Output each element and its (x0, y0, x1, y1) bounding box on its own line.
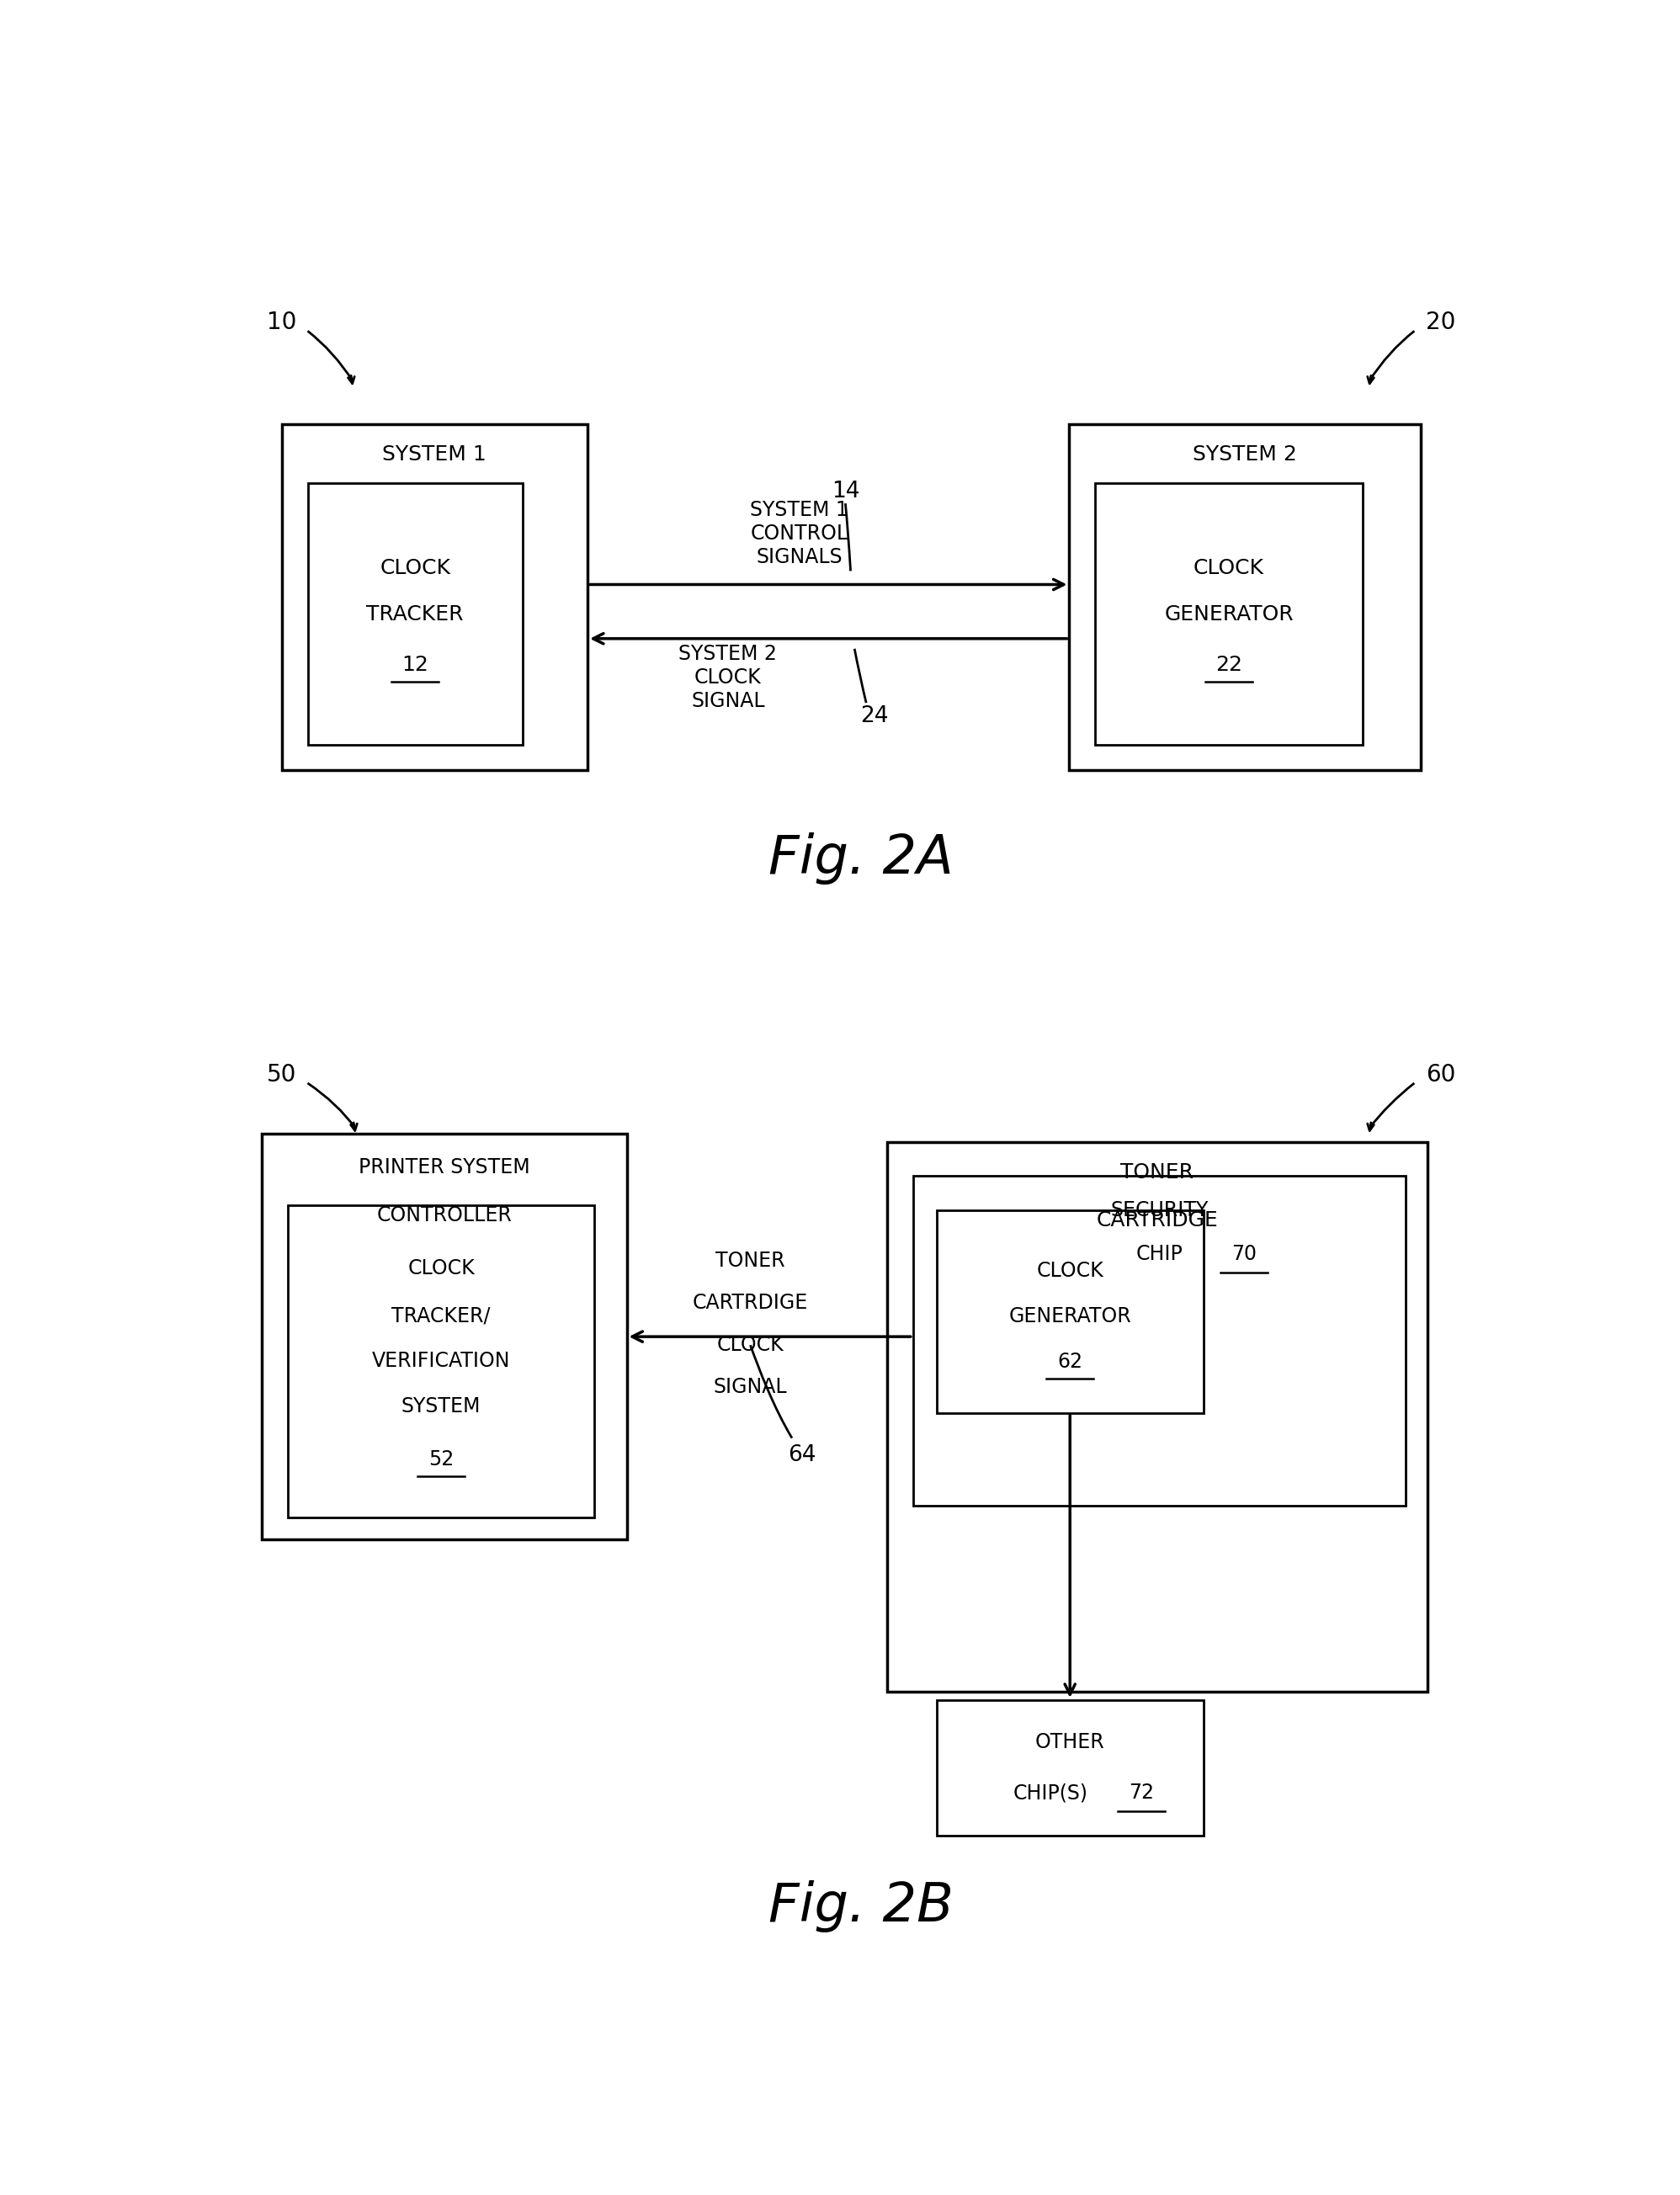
Text: GENERATOR: GENERATOR (1164, 604, 1294, 623)
Text: OTHER: OTHER (1035, 1732, 1105, 1752)
Text: CLOCK: CLOCK (1193, 558, 1263, 579)
Text: CLOCK: CLOCK (717, 1335, 785, 1354)
Text: CARTRIDGE: CARTRIDGE (1097, 1209, 1218, 1229)
FancyBboxPatch shape (282, 424, 588, 770)
Text: CHIP: CHIP (1136, 1245, 1183, 1264)
Text: SYSTEM: SYSTEM (402, 1396, 480, 1418)
Text: 70: 70 (1231, 1245, 1257, 1264)
Text: Fig. 2A: Fig. 2A (768, 832, 954, 885)
Text: 62: 62 (1057, 1352, 1082, 1372)
Text: 50: 50 (267, 1062, 296, 1087)
FancyBboxPatch shape (1070, 424, 1421, 770)
FancyBboxPatch shape (1095, 483, 1362, 744)
Text: SYSTEM 2
CLOCK
SIGNAL: SYSTEM 2 CLOCK SIGNAL (679, 643, 778, 711)
Text: 10: 10 (267, 312, 296, 334)
Text: 52: 52 (428, 1449, 454, 1468)
Text: SIGNAL: SIGNAL (714, 1376, 788, 1398)
Text: PRINTER SYSTEM: PRINTER SYSTEM (358, 1157, 531, 1179)
Text: SYSTEM 1
CONTROL
SIGNALS: SYSTEM 1 CONTROL SIGNALS (751, 500, 848, 566)
Text: 14: 14 (832, 481, 860, 503)
Text: TONER: TONER (716, 1251, 785, 1271)
FancyBboxPatch shape (936, 1209, 1203, 1414)
Text: 72: 72 (1129, 1782, 1154, 1802)
Text: VERIFICATION: VERIFICATION (371, 1352, 511, 1372)
Text: TRACKER/: TRACKER/ (391, 1306, 491, 1326)
Text: 20: 20 (1426, 312, 1455, 334)
Text: CARTRDIGE: CARTRDIGE (692, 1293, 808, 1313)
FancyBboxPatch shape (914, 1177, 1404, 1506)
Text: TONER: TONER (1121, 1163, 1194, 1183)
FancyBboxPatch shape (262, 1135, 627, 1539)
Text: 60: 60 (1426, 1062, 1455, 1087)
Text: CLOCK: CLOCK (1037, 1260, 1104, 1282)
Text: 22: 22 (1215, 654, 1242, 674)
Text: 12: 12 (402, 654, 428, 674)
FancyBboxPatch shape (887, 1141, 1428, 1692)
Text: GENERATOR: GENERATOR (1008, 1306, 1131, 1326)
Text: 64: 64 (788, 1444, 816, 1466)
Text: CLOCK: CLOCK (408, 1258, 475, 1277)
Text: 24: 24 (860, 705, 889, 727)
Text: CLOCK: CLOCK (380, 558, 450, 579)
Text: CHIP(S): CHIP(S) (1013, 1782, 1089, 1802)
FancyBboxPatch shape (307, 483, 522, 744)
Text: SECURITY: SECURITY (1110, 1201, 1208, 1220)
FancyBboxPatch shape (936, 1699, 1203, 1835)
FancyBboxPatch shape (289, 1205, 595, 1517)
Text: CONTROLLER: CONTROLLER (376, 1205, 512, 1225)
Text: SYSTEM 1: SYSTEM 1 (383, 443, 487, 465)
Text: TRACKER: TRACKER (366, 604, 464, 623)
Text: Fig. 2B: Fig. 2B (768, 1881, 954, 1932)
Text: SYSTEM 2: SYSTEM 2 (1193, 443, 1297, 465)
